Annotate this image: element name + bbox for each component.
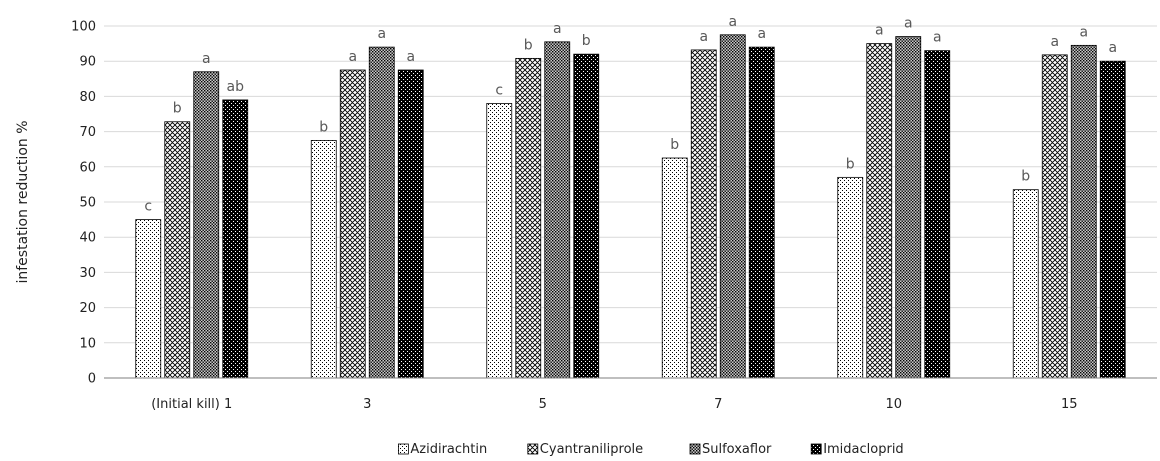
legend-swatch bbox=[810, 443, 822, 455]
legend-item-imidacloprid: Imidacloprid bbox=[810, 442, 904, 457]
bar-sulfoxaflor-4 bbox=[895, 36, 922, 379]
y-tick-label: 50 bbox=[79, 196, 96, 211]
bar-cyantraniliprole-3 bbox=[690, 49, 717, 379]
significance-label: a bbox=[1108, 40, 1117, 56]
y-tick-label: 30 bbox=[79, 266, 96, 281]
y-tick-label: 60 bbox=[79, 160, 96, 175]
x-tick-label: 3 bbox=[363, 397, 371, 412]
y-axis-title: infestation reduction % bbox=[15, 120, 31, 283]
bar-azidirachtin-5 bbox=[1012, 189, 1039, 379]
bar-cyantraniliprole-1 bbox=[339, 69, 366, 379]
x-tick-label: 5 bbox=[539, 397, 547, 412]
significance-label: b bbox=[319, 119, 328, 135]
gridlines bbox=[104, 25, 1157, 344]
x-axis-ticks: (Initial kill) 1 3 5 7 10 15 bbox=[151, 397, 1077, 412]
y-tick-label: 70 bbox=[79, 125, 96, 140]
y-tick-label: 10 bbox=[79, 336, 96, 351]
legend-item-cyantraniliprole: Cyantraniliprole bbox=[527, 442, 643, 457]
significance-label: a bbox=[406, 49, 415, 65]
bar-cyantraniliprole-2 bbox=[515, 57, 542, 379]
significance-label: a bbox=[377, 26, 386, 42]
significance-label: a bbox=[875, 23, 884, 39]
significance-label: a bbox=[1079, 24, 1088, 40]
significance-label: c bbox=[495, 82, 503, 98]
bar-azidirachtin-1 bbox=[310, 139, 337, 379]
x-tick-label: 7 bbox=[714, 397, 722, 412]
bar-imidacloprid-0 bbox=[222, 99, 249, 379]
significance-label: a bbox=[933, 30, 942, 46]
significance-label: a bbox=[757, 26, 766, 42]
significance-label: ab bbox=[227, 79, 245, 95]
bar-sulfoxaflor-1 bbox=[368, 46, 395, 379]
bar-azidirachtin-0 bbox=[135, 219, 162, 379]
legend: Azidirachtin Cyantraniliprole Sulfoxaflor I… bbox=[397, 442, 904, 457]
legend-swatch bbox=[689, 443, 701, 455]
significance-label: a bbox=[904, 16, 913, 32]
significance-label: a bbox=[699, 29, 708, 45]
bar-cyantraniliprole-4 bbox=[866, 43, 893, 379]
bar-sulfoxaflor-0 bbox=[193, 71, 220, 379]
y-axis-ticks: 0 10 20 30 40 50 60 70 80 90 100 bbox=[71, 20, 96, 387]
x-tick-label: 15 bbox=[1061, 397, 1078, 412]
legend-swatch bbox=[527, 443, 539, 455]
significance-label: b bbox=[1021, 169, 1030, 185]
bar-azidirachtin-3 bbox=[661, 157, 688, 379]
y-tick-label: 100 bbox=[71, 20, 96, 35]
significance-label: b bbox=[582, 33, 591, 49]
y-tick-label: 40 bbox=[79, 231, 96, 246]
bar-azidirachtin-4 bbox=[837, 176, 864, 379]
bar-sulfoxaflor-3 bbox=[719, 34, 746, 379]
significance-label: a bbox=[553, 21, 562, 37]
significance-label: a bbox=[202, 51, 211, 67]
y-tick-label: 90 bbox=[79, 55, 96, 70]
bar-imidacloprid-5 bbox=[1099, 60, 1126, 379]
legend-item-azidirachtin: Azidirachtin bbox=[397, 442, 487, 457]
bar-azidirachtin-2 bbox=[486, 103, 513, 379]
bar-cyantraniliprole-0 bbox=[164, 121, 191, 379]
bars bbox=[135, 34, 1126, 379]
significance-label: b bbox=[846, 156, 855, 172]
x-tick-label: 10 bbox=[885, 397, 902, 412]
legend-swatch bbox=[397, 443, 409, 455]
bar-cyantraniliprole-5 bbox=[1041, 54, 1068, 379]
legend-item-sulfoxaflor: Sulfoxaflor bbox=[689, 442, 772, 457]
legend-label: Azidirachtin bbox=[410, 442, 487, 457]
bar-imidacloprid-4 bbox=[924, 50, 951, 379]
y-tick-label: 80 bbox=[79, 90, 96, 105]
significance-label: a bbox=[1050, 34, 1059, 50]
y-tick-label: 20 bbox=[79, 301, 96, 316]
bar-imidacloprid-3 bbox=[748, 46, 775, 379]
bar-sulfoxaflor-5 bbox=[1070, 44, 1097, 379]
bar-sulfoxaflor-2 bbox=[544, 41, 571, 379]
bar-imidacloprid-1 bbox=[397, 69, 424, 379]
bar-imidacloprid-2 bbox=[573, 53, 600, 379]
legend-label: Sulfoxaflor bbox=[702, 442, 772, 457]
significance-label: b bbox=[173, 101, 182, 117]
y-tick-label: 0 bbox=[88, 372, 96, 387]
legend-label: Cyantraniliprole bbox=[540, 442, 643, 457]
x-tick-label: (Initial kill) 1 bbox=[151, 397, 232, 412]
significance-label: b bbox=[524, 37, 533, 53]
significance-label: c bbox=[144, 199, 152, 215]
significance-label: a bbox=[348, 49, 357, 65]
significance-label: a bbox=[728, 14, 737, 30]
legend-label: Imidacloprid bbox=[823, 442, 904, 457]
significance-label: b bbox=[670, 137, 679, 153]
